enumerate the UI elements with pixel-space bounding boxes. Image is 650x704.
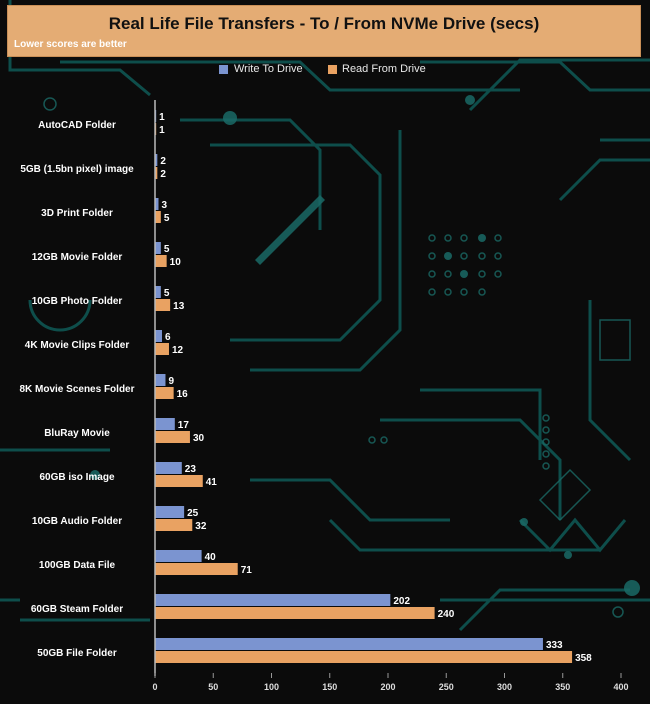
x-tick-label: 100 xyxy=(264,682,279,692)
write-bar xyxy=(155,418,175,430)
category-label: 5GB (1.5bn pixel) image xyxy=(20,164,134,175)
category-label: 3D Print Folder xyxy=(41,208,113,219)
read-value-label: 358 xyxy=(575,653,592,664)
x-tick-label: 200 xyxy=(380,682,395,692)
write-value-label: 202 xyxy=(393,596,410,607)
legend-label-read: Read From Drive xyxy=(342,63,426,75)
x-tick-label: 0 xyxy=(152,682,157,692)
read-bar xyxy=(155,475,203,487)
category-label: 10GB Photo Folder xyxy=(32,296,123,307)
chart-title: Real Life File Transfers - To / From NVM… xyxy=(108,14,540,33)
read-bar xyxy=(155,167,158,179)
read-bar xyxy=(155,255,167,267)
read-value-label: 5 xyxy=(164,213,170,224)
read-value-label: 240 xyxy=(438,609,455,620)
category-label: 8K Movie Scenes Folder xyxy=(19,384,134,395)
x-tick-label: 300 xyxy=(497,682,512,692)
write-value-label: 6 xyxy=(165,332,171,343)
category-label: AutoCAD Folder xyxy=(38,120,116,131)
read-bar xyxy=(155,299,171,311)
read-bar xyxy=(155,519,193,531)
x-tick-label: 50 xyxy=(208,682,218,692)
write-value-label: 23 xyxy=(185,464,197,475)
write-value-label: 40 xyxy=(205,552,217,563)
legend: Write To Drive Read From Drive xyxy=(0,63,650,79)
write-value-label: 333 xyxy=(546,640,563,651)
read-value-label: 12 xyxy=(172,345,184,356)
x-tick-label: 250 xyxy=(439,682,454,692)
write-bar xyxy=(155,286,161,298)
read-value-label: 1 xyxy=(159,125,165,136)
write-bar xyxy=(155,594,391,606)
read-bar xyxy=(155,607,435,619)
title-banner: Real Life File Transfers - To / From NVM… xyxy=(7,5,641,57)
category-label: 4K Movie Clips Folder xyxy=(25,340,130,351)
category-label: 12GB Movie Folder xyxy=(32,252,123,263)
write-value-label: 5 xyxy=(164,244,170,255)
legend-label-write: Write To Drive xyxy=(234,63,303,75)
read-bar xyxy=(155,343,169,355)
write-bar xyxy=(155,506,185,518)
category-label: 10GB Audio Folder xyxy=(32,516,122,527)
read-value-label: 30 xyxy=(193,433,205,444)
category-label: 100GB Data File xyxy=(39,560,116,571)
read-bar xyxy=(155,387,174,399)
legend-swatch-read xyxy=(328,65,337,74)
category-label: 60GB iso Image xyxy=(39,472,114,483)
legend-swatch-write xyxy=(219,65,228,74)
write-bar xyxy=(155,638,543,650)
read-bar xyxy=(155,563,238,575)
read-value-label: 16 xyxy=(177,389,189,400)
read-bar xyxy=(155,431,190,443)
read-value-label: 71 xyxy=(241,565,253,576)
write-bar xyxy=(155,462,182,474)
x-tick-label: 400 xyxy=(613,682,628,692)
write-bar xyxy=(155,550,202,562)
write-value-label: 25 xyxy=(187,508,199,519)
x-tick-label: 350 xyxy=(555,682,570,692)
write-bar xyxy=(155,198,159,210)
read-bar xyxy=(155,651,573,663)
category-label: 60GB Steam Folder xyxy=(31,604,123,615)
write-bar xyxy=(155,242,161,254)
chart-subtitle: Lower scores are better xyxy=(14,39,127,50)
write-value-label: 1 xyxy=(159,112,165,123)
write-bar xyxy=(155,374,166,386)
write-value-label: 2 xyxy=(160,156,166,167)
category-label: BluRay Movie xyxy=(44,428,110,439)
x-tick-label: 150 xyxy=(322,682,337,692)
read-value-label: 32 xyxy=(195,521,207,532)
read-value-label: 10 xyxy=(170,257,182,268)
read-value-label: 41 xyxy=(206,477,218,488)
category-label: 50GB File Folder xyxy=(37,648,117,659)
read-value-label: 2 xyxy=(160,169,166,180)
write-value-label: 17 xyxy=(178,420,190,431)
write-value-label: 3 xyxy=(161,200,167,211)
read-bar xyxy=(155,211,161,223)
write-value-label: 5 xyxy=(164,288,170,299)
write-bar xyxy=(155,154,158,166)
read-value-label: 13 xyxy=(173,301,185,312)
write-value-label: 9 xyxy=(168,376,174,387)
write-bar xyxy=(155,330,162,342)
